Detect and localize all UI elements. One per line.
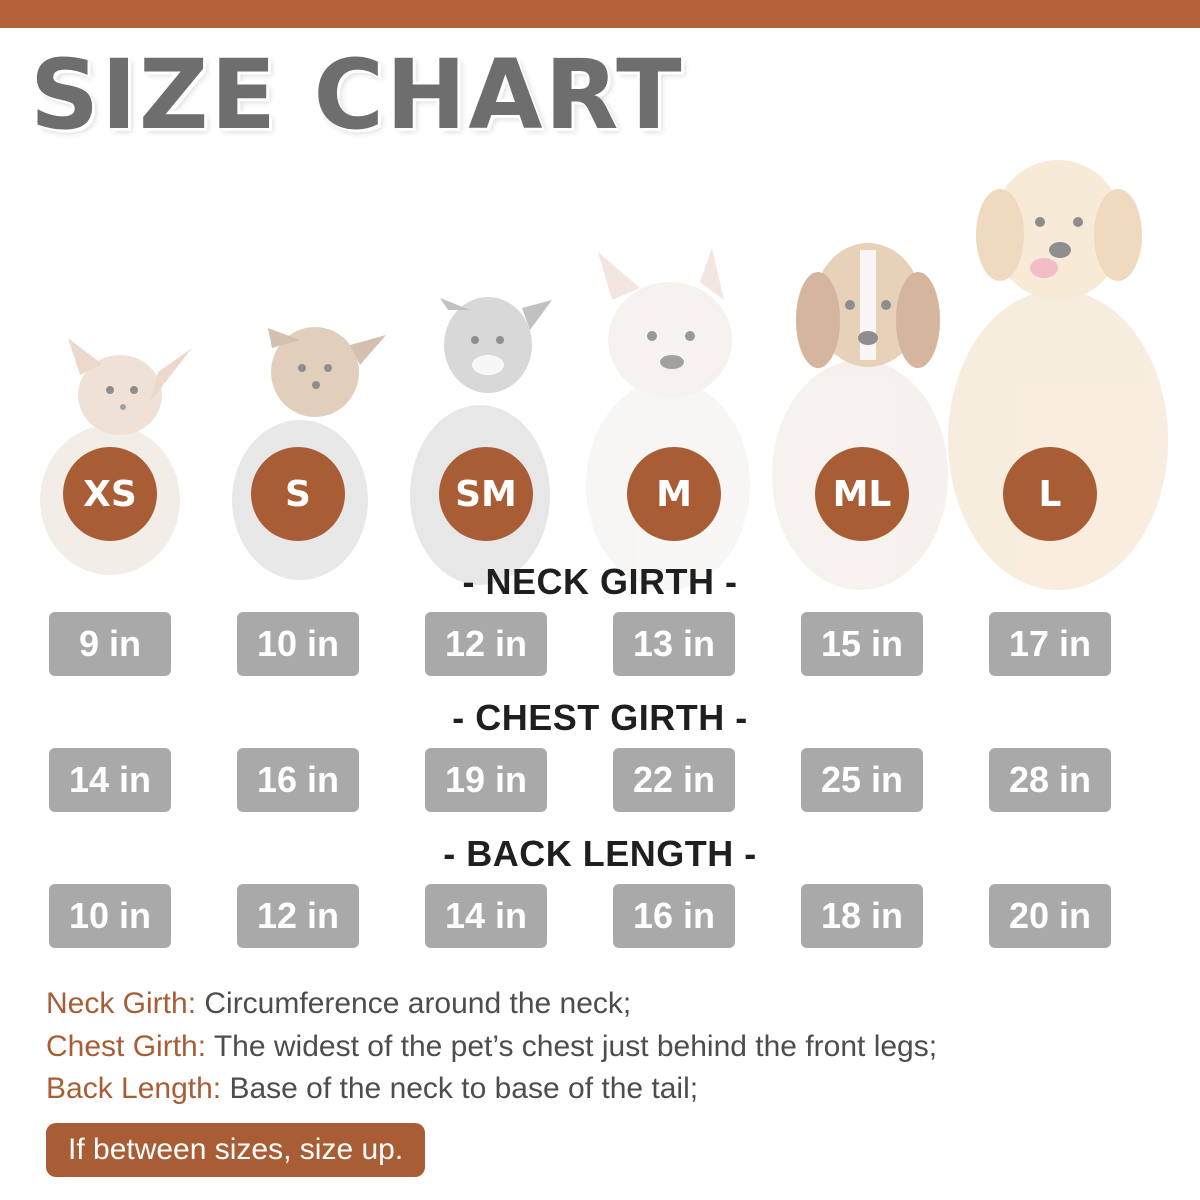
back-length-value-xs: 10 in — [49, 884, 171, 948]
chest-girth-definition: Chest Girth: The widest of the pet’s che… — [46, 1030, 937, 1064]
size-badge-sm: SM — [439, 447, 533, 541]
back-length-value-l: 20 in — [989, 884, 1111, 948]
neck-girth-value-ml: 15 in — [801, 612, 923, 676]
chest-girth-value-m: 22 in — [613, 748, 735, 812]
back-length-heading: - BACK LENGTH - — [443, 833, 757, 874]
chest-girth-value-s: 16 in — [237, 748, 359, 812]
size-badge-m: M — [627, 447, 721, 541]
chest-girth-value-sm: 19 in — [425, 748, 547, 812]
neck-girth-value-sm: 12 in — [425, 612, 547, 676]
back-length-value-ml: 18 in — [801, 884, 923, 948]
definition-text: Circumference around the neck; — [196, 987, 632, 1020]
definition-term: Neck Girth: — [46, 987, 197, 1020]
size-badge-s: S — [251, 447, 345, 541]
page-title: SIZE CHART — [30, 39, 684, 151]
definition-text: The widest of the pet’s chest just behin… — [206, 1030, 938, 1063]
neck-girth-heading: - NECK GIRTH - — [462, 561, 738, 602]
schnauzer-image — [410, 297, 552, 585]
chest-girth-value-xs: 14 in — [49, 748, 171, 812]
back-length-value-m: 16 in — [613, 884, 735, 948]
chest-girth-value-l: 28 in — [989, 748, 1111, 812]
neck-girth-value-l: 17 in — [989, 612, 1111, 676]
french-bulldog-image — [586, 248, 750, 590]
back-length-value-sm: 14 in — [425, 884, 547, 948]
neck-girth-definition: Neck Girth: Circumference around the nec… — [46, 987, 631, 1021]
size-badge-l: L — [1003, 447, 1097, 541]
definition-term: Back Length: — [46, 1072, 222, 1105]
chest-girth-value-ml: 25 in — [801, 748, 923, 812]
neck-girth-value-s: 10 in — [237, 612, 359, 676]
definition-text: Base of the neck to base of the tail; — [221, 1072, 699, 1105]
size-badge-xs: XS — [63, 447, 157, 541]
definition-term: Chest Girth: — [46, 1030, 207, 1063]
back-length-definition: Back Length: Base of the neck to base of… — [46, 1072, 698, 1106]
golden-retriever-image — [948, 160, 1168, 590]
back-length-value-s: 12 in — [237, 884, 359, 948]
size-badge-ml: ML — [815, 447, 909, 541]
top-accent-bar — [0, 0, 1200, 28]
chest-girth-heading: - CHEST GIRTH - — [452, 697, 748, 738]
neck-girth-value-m: 13 in — [613, 612, 735, 676]
neck-girth-value-xs: 9 in — [49, 612, 171, 676]
size-up-note: If between sizes, size up. — [46, 1123, 426, 1177]
